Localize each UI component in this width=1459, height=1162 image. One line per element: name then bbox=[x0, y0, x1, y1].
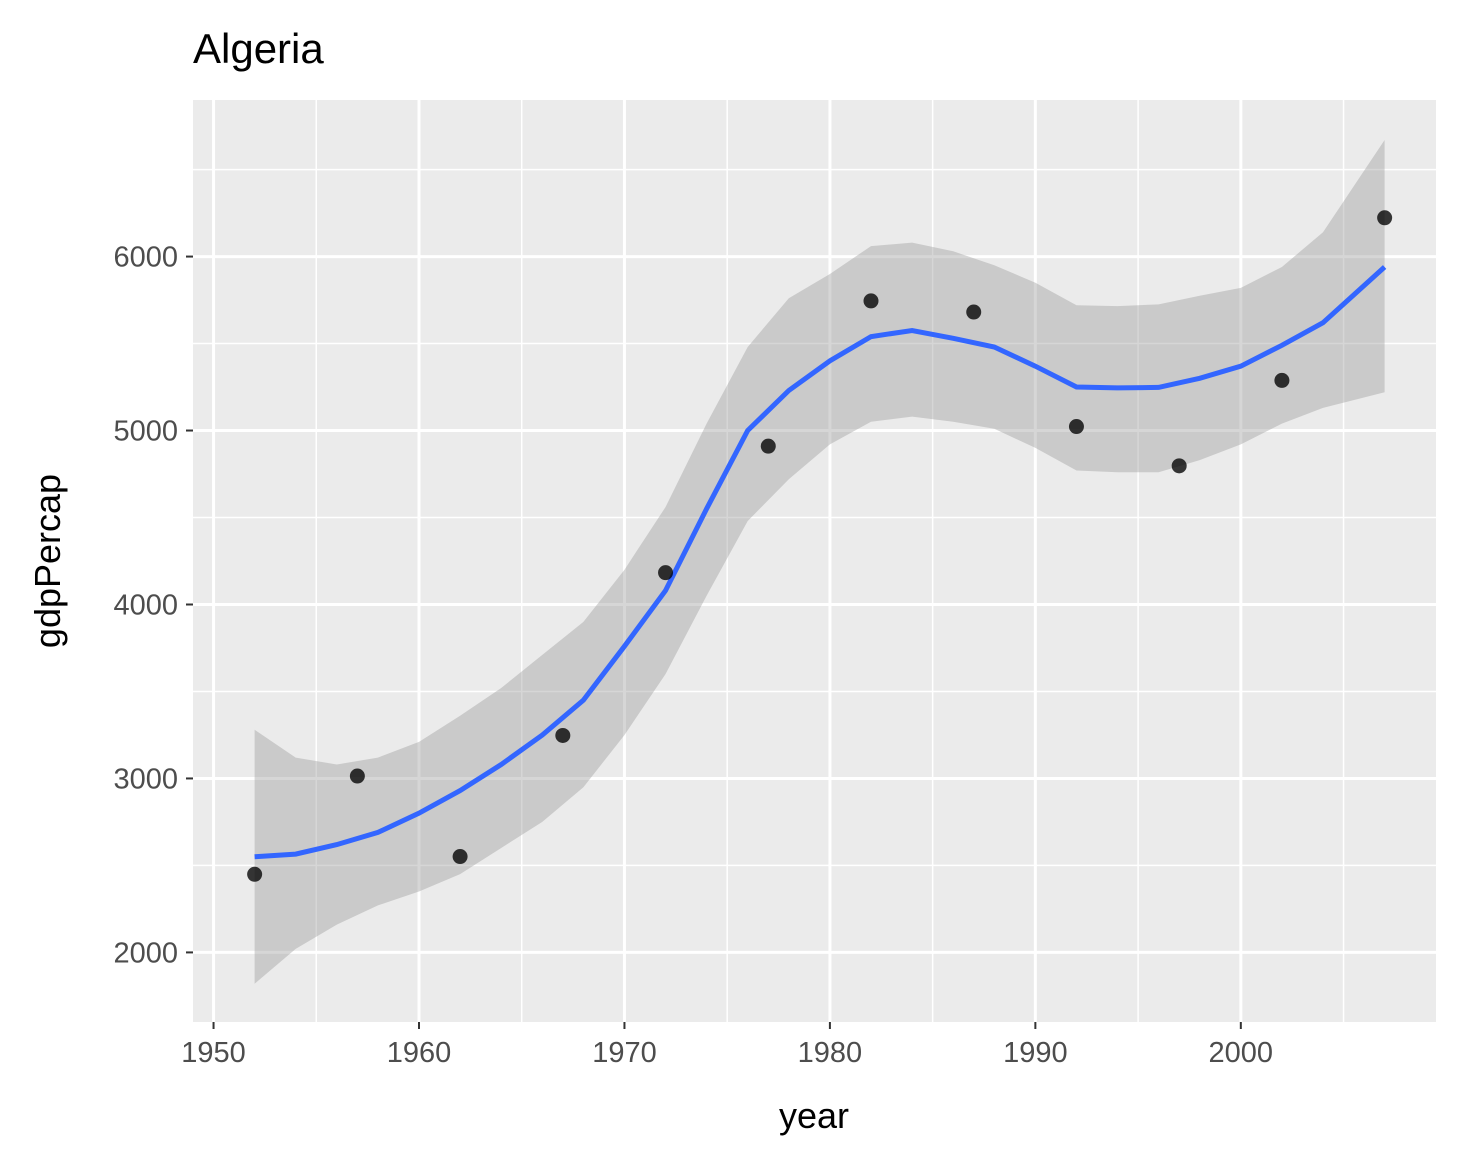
data-point bbox=[760, 438, 776, 454]
x-tick-label: 1970 bbox=[592, 1037, 657, 1069]
chart-title: Algeria bbox=[193, 25, 324, 72]
data-point bbox=[658, 565, 674, 581]
minor-gridlines bbox=[193, 100, 1436, 1022]
data-point bbox=[349, 768, 365, 784]
y-axis: 2000 3000 4000 5000 6000 bbox=[113, 242, 193, 969]
data-point bbox=[1377, 210, 1393, 226]
data-points bbox=[247, 210, 1393, 882]
x-tick-label: 1980 bbox=[798, 1037, 863, 1069]
confidence-ribbon bbox=[254, 140, 1385, 984]
y-tick-label: 2000 bbox=[113, 937, 178, 969]
data-point bbox=[247, 866, 263, 882]
smooth-trend-line bbox=[254, 265, 1387, 860]
data-point bbox=[452, 849, 468, 865]
data-point bbox=[555, 727, 571, 743]
data-point bbox=[1068, 419, 1084, 435]
data-point bbox=[966, 304, 982, 320]
x-tick-label: 1950 bbox=[181, 1037, 246, 1069]
x-tick-label: 1960 bbox=[387, 1037, 452, 1069]
plot-panel bbox=[193, 100, 1436, 1022]
y-tick-label: 5000 bbox=[113, 416, 178, 448]
data-point bbox=[863, 293, 879, 309]
x-tick-label: 2000 bbox=[1209, 1037, 1274, 1069]
data-point bbox=[1171, 458, 1187, 474]
y-tick-label: 6000 bbox=[113, 242, 178, 274]
x-tick-label: 1990 bbox=[1003, 1037, 1068, 1069]
x-axis-title: year bbox=[779, 1095, 849, 1136]
y-tick-label: 4000 bbox=[113, 589, 178, 621]
y-axis-title: gdpPercap bbox=[27, 474, 68, 648]
y-tick-label: 3000 bbox=[113, 763, 178, 795]
major-gridlines bbox=[193, 100, 1436, 1022]
data-point bbox=[1274, 372, 1290, 388]
x-axis: 1950 1960 1970 1980 1990 2000 bbox=[181, 1022, 1273, 1069]
